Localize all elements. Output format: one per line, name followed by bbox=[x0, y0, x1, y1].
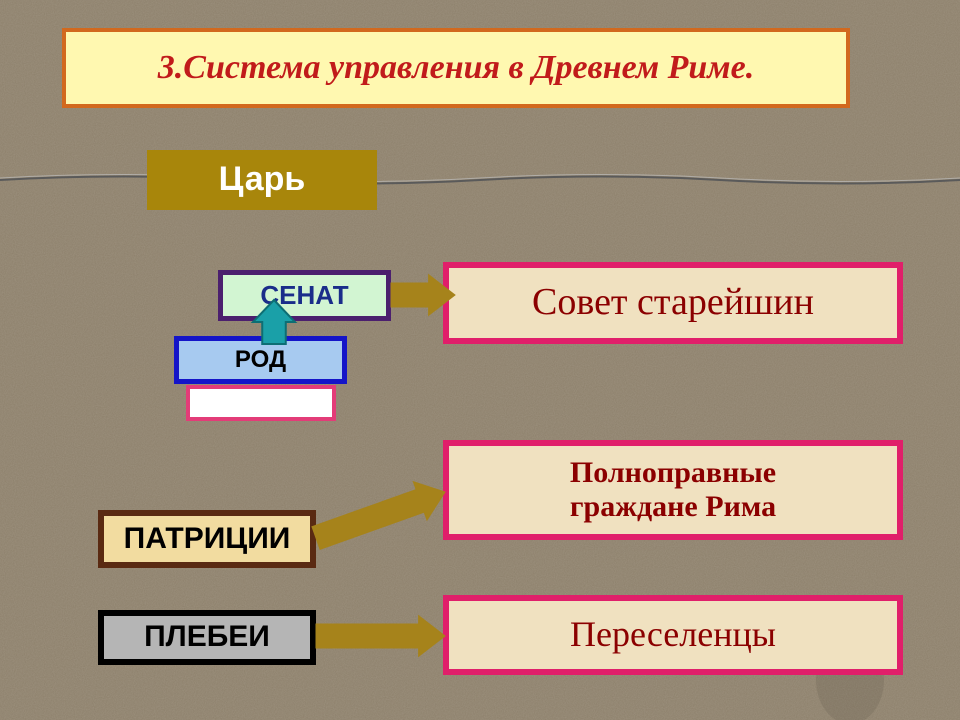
arrow-plebei-to-def bbox=[0, 0, 960, 720]
